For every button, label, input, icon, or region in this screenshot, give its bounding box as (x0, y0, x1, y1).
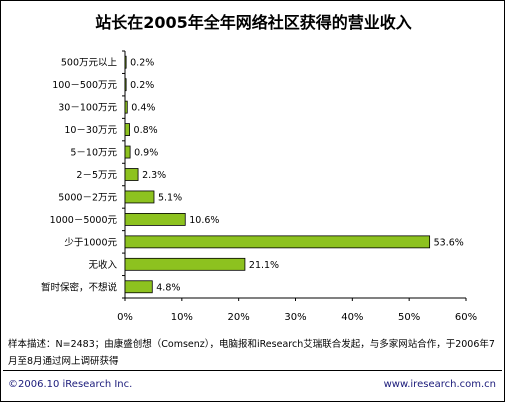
value-label: 5.1% (158, 192, 182, 203)
bar (124, 213, 186, 226)
copyright-text: ©2006.10 iResearch Inc. (8, 379, 133, 390)
category-label: 少于1000元 (64, 237, 117, 248)
bar (124, 78, 127, 92)
value-label: 0.2% (130, 58, 154, 69)
bar-chart: 0% 10% 20% 30% 40% 50% 60% 500万元以上 0.2% 100－500万元… (41, 50, 477, 323)
x-tick-label: 20% (228, 312, 250, 323)
bar (124, 55, 127, 69)
category-label: 30－100万元 (58, 103, 117, 114)
category-label: 10－30万元 (64, 125, 117, 136)
category-label: 1000－5000元 (50, 215, 118, 226)
bar (124, 123, 130, 136)
category-label: 500万元以上 (61, 58, 118, 69)
category-label: 5000－2万元 (58, 192, 117, 203)
value-label: 0.9% (134, 148, 158, 159)
category-label: 100－500万元 (52, 80, 117, 91)
bar (124, 190, 155, 204)
x-tick-label: 50% (398, 312, 420, 323)
value-label: 2.3% (142, 170, 166, 181)
x-tick-label: 60% (455, 312, 477, 323)
website-text: www.iresearch.com.cn (383, 379, 496, 390)
bar (124, 280, 153, 294)
bar (124, 145, 131, 159)
x-tick-label: 30% (284, 312, 306, 323)
value-label: 21.1% (249, 260, 279, 271)
value-label: 0.8% (134, 125, 158, 136)
x-tick-label: 10% (171, 312, 193, 323)
bar (124, 100, 128, 114)
x-tick-label: 0% (117, 312, 133, 323)
value-label: 0.2% (130, 80, 154, 91)
chart-title: 站长在2005年全年网络社区获得的营业收入 (95, 13, 412, 32)
value-label: 0.4% (131, 103, 155, 114)
value-label: 53.6% (434, 237, 464, 248)
bar (124, 235, 431, 249)
category-label: 暂时保密，不想说 (41, 281, 118, 293)
x-tick-label: 40% (341, 312, 363, 323)
sample-note: 样本描述：N=2483；由康盛创想（Comsenz），电脑报和iResearch… (8, 339, 495, 367)
category-label: 5－10万元 (70, 148, 117, 159)
category-label: 2－5万元 (76, 170, 117, 181)
value-label: 10.6% (189, 215, 219, 226)
footer-divider (3, 370, 502, 371)
bar (124, 257, 246, 271)
bar (124, 168, 139, 181)
category-label: 无收入 (88, 259, 117, 271)
value-label: 4.8% (156, 282, 180, 293)
